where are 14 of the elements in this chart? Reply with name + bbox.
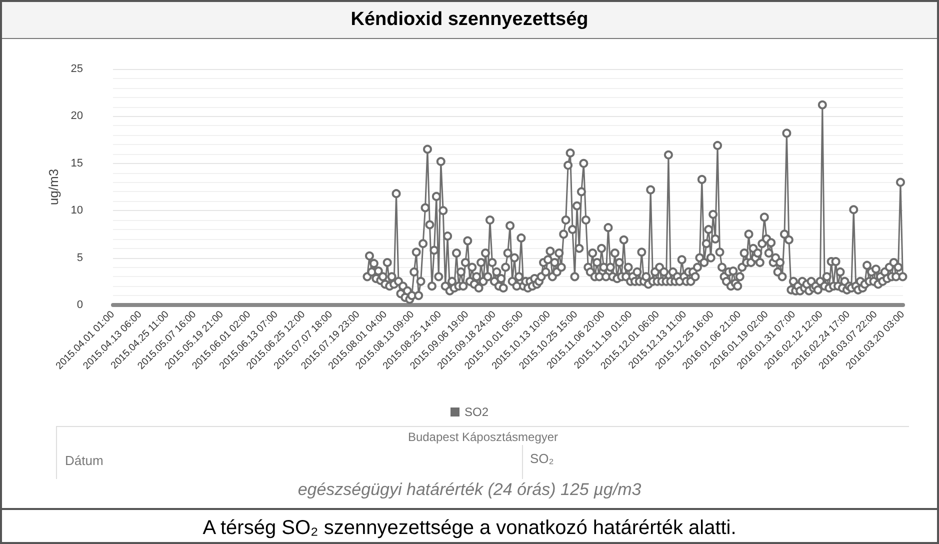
y-tick-label: 25 — [70, 63, 83, 75]
y-tick-label: 20 — [70, 110, 83, 122]
y-tick-label: 5 — [76, 252, 83, 264]
text: egészségügyi határérték (24 órás) 125 µg/m3 — [296, 480, 642, 500]
y-tick-label: 0 — [76, 299, 83, 311]
text: A térség SO₂ szennyezettsége a vonatkozó határérték alatti. — [2, 508, 937, 544]
chart-title: Kéndioxid szennyezettség — [2, 2, 937, 39]
text: Dátum — [65, 453, 104, 468]
y-axis-title: ug/m3 — [46, 168, 61, 206]
text: SO₂ — [530, 451, 554, 466]
text: Budapest Káposztásmegyer — [406, 430, 560, 444]
legend-label: SO2 — [464, 405, 489, 419]
y-tick-label: 15 — [70, 157, 83, 170]
y-tick-label: 10 — [70, 204, 83, 217]
